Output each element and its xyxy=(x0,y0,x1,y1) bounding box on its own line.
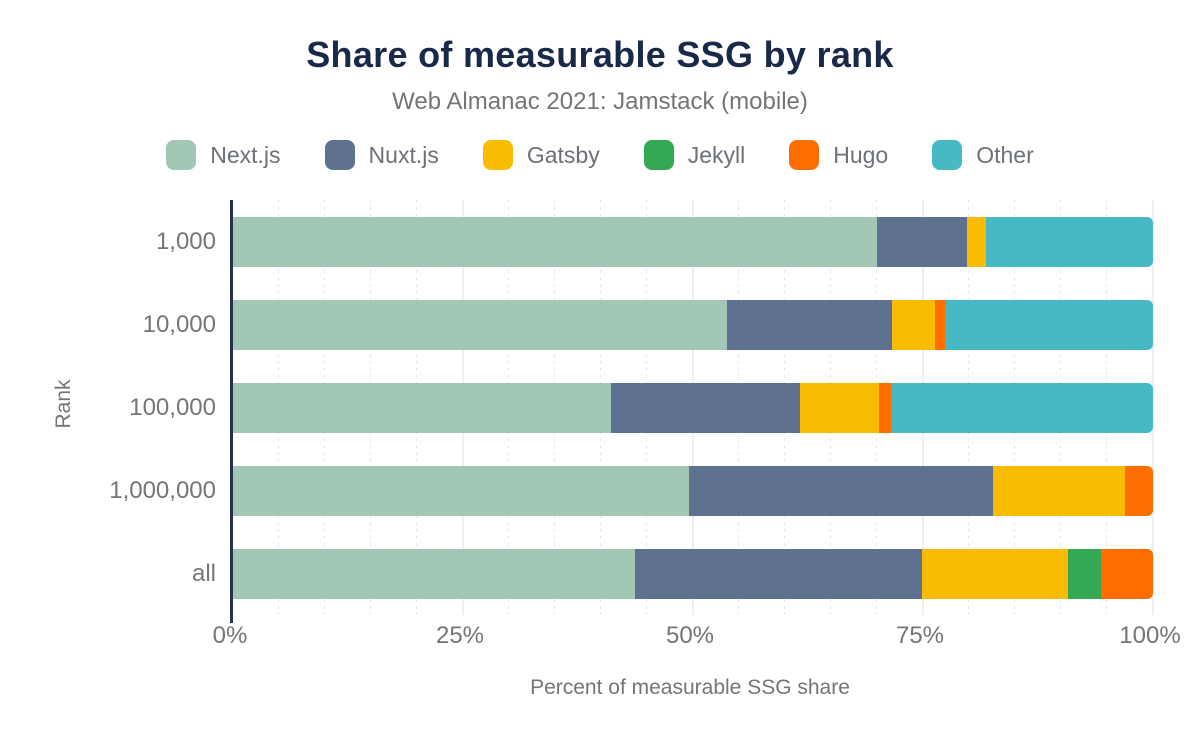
y-axis-title: Rank xyxy=(52,379,75,429)
bar-row: 1,000,000 xyxy=(109,465,1153,516)
bar-row: all xyxy=(192,548,1153,599)
bar-segment-nuxtjs xyxy=(635,548,923,599)
legend-swatch-icon xyxy=(482,140,513,170)
legend-item-gatsby: Gatsby xyxy=(482,140,600,170)
bar-segment-gatsby xyxy=(967,216,987,267)
chart-subtitle: Web Almanac 2021: Jamstack (mobile) xyxy=(392,88,808,115)
bar-segment-gatsby xyxy=(922,548,1069,599)
x-axis-title: Percent of measurable SSG share xyxy=(530,676,850,699)
bar-segment-gatsby xyxy=(992,465,1126,516)
bar-segment-nuxtjs xyxy=(689,465,993,516)
stacked-bar xyxy=(233,548,1153,599)
bar-segment-other xyxy=(986,216,1153,267)
legend-label: Gatsby xyxy=(526,141,600,168)
legend-item-hugo: Hugo xyxy=(789,140,888,170)
bar-row: 100,000 xyxy=(129,382,1153,433)
bar-segment-nextjs xyxy=(233,382,612,433)
bar-row: 10,000 xyxy=(143,299,1153,350)
y-axis-label: 1,000 xyxy=(155,227,216,255)
stacked-bar xyxy=(233,216,1153,267)
x-axis-ticks: 0% 25% 50% 75% 100% xyxy=(213,622,1181,652)
bar-segment-jekyll xyxy=(1068,548,1101,599)
y-axis-label: 1,000,000 xyxy=(109,476,216,504)
stacked-bar xyxy=(233,299,1153,350)
bar-segment-hugo xyxy=(1100,548,1153,599)
legend-item-other: Other xyxy=(932,140,1034,170)
legend-swatch-icon xyxy=(166,140,197,170)
bar-segment-hugo xyxy=(934,299,946,350)
bar-segment-hugo xyxy=(878,382,891,433)
bar-segment-hugo xyxy=(1125,465,1153,516)
x-tick-label: 0% xyxy=(212,622,248,649)
plot-area: 1,000 10,000 100,000 1,000,000 all xyxy=(109,200,1154,623)
chart-title: Share of measurable SSG by rank xyxy=(306,34,894,75)
bar-row: 1,000 xyxy=(156,216,1153,267)
legend-item-jekyll: Jekyll xyxy=(643,140,746,170)
legend-label: Hugo xyxy=(833,141,889,168)
x-tick-label: 50% xyxy=(665,622,715,649)
gridline-major xyxy=(1152,200,1154,615)
bar-segment-nextjs xyxy=(233,216,877,267)
legend-swatch-icon xyxy=(324,140,355,170)
bar-segment-gatsby xyxy=(891,299,935,350)
legend: Next.js Nuxt.js Gatsby Jekyll Hugo Other xyxy=(0,140,1200,170)
stacked-bar xyxy=(233,465,1153,516)
legend-label: Other xyxy=(976,141,1034,168)
y-axis-label: 10,000 xyxy=(142,310,216,338)
x-tick-label: 100% xyxy=(1119,622,1181,649)
bar-segment-nuxtjs xyxy=(727,299,892,350)
legend-label: Next.js xyxy=(210,141,281,168)
stacked-bar xyxy=(233,382,1153,433)
y-axis-label: all xyxy=(191,559,216,587)
legend-label: Jekyll xyxy=(687,141,746,168)
bar-segment-nextjs xyxy=(233,548,636,599)
legend-item-nuxtjs: Nuxt.js xyxy=(324,140,439,170)
bar-segment-other xyxy=(890,382,1153,433)
bar-segment-other xyxy=(945,299,1153,350)
y-axis-label: 100,000 xyxy=(129,393,216,421)
bar-segment-nextjs xyxy=(233,465,690,516)
legend-item-nextjs: Next.js xyxy=(166,140,281,170)
x-tick-label: 25% xyxy=(435,622,485,649)
bar-segment-nuxtjs xyxy=(877,216,968,267)
legend-label: Nuxt.js xyxy=(368,141,439,168)
legend-swatch-icon xyxy=(643,140,674,170)
bar-segment-nextjs xyxy=(233,299,728,350)
legend-swatch-icon xyxy=(789,140,820,170)
bar-segment-gatsby xyxy=(799,382,879,433)
bar-segment-nuxtjs xyxy=(611,382,800,433)
x-tick-label: 75% xyxy=(895,622,945,649)
legend-swatch-icon xyxy=(932,140,963,170)
